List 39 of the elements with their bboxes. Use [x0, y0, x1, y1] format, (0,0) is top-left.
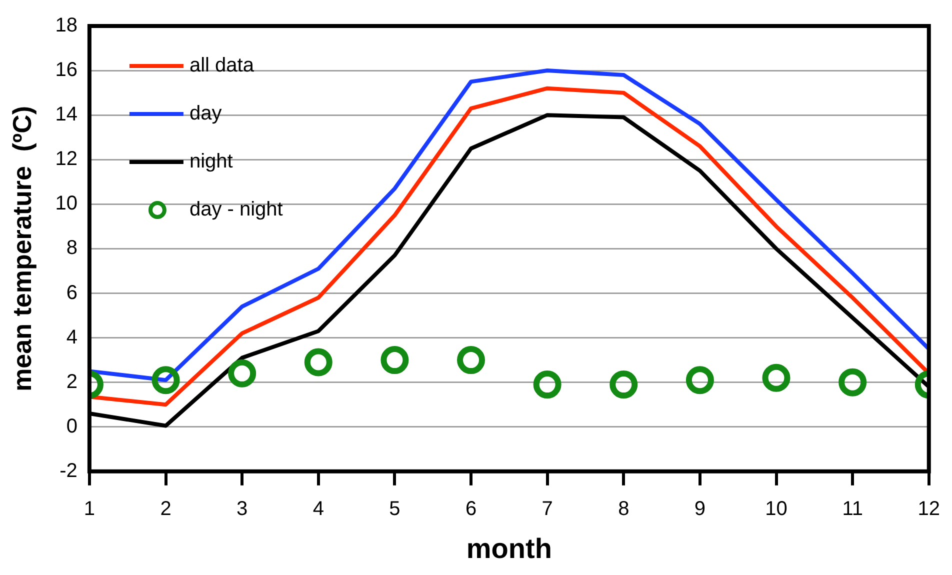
x-tick-label: 5 — [389, 498, 400, 520]
legend-label: day — [189, 102, 222, 125]
point — [610, 370, 638, 399]
x-tick-label: 1 — [84, 498, 96, 520]
x-tick-label: 2 — [160, 498, 172, 520]
point — [304, 348, 332, 376]
y-tick-label: 4 — [66, 326, 78, 348]
y-tick-label: 8 — [66, 237, 78, 260]
y-tick-label: 16 — [55, 59, 78, 82]
x-tick-label: 7 — [542, 498, 553, 520]
y-tick-label: 12 — [55, 148, 78, 170]
x-tick-label: 6 — [465, 498, 477, 520]
point — [380, 346, 409, 374]
legend-label: day - night — [189, 198, 284, 221]
y-tick-label: 0 — [66, 415, 78, 438]
point — [457, 346, 486, 374]
x-tick-label: 8 — [618, 498, 630, 520]
point — [152, 366, 180, 394]
y-tick-label: 6 — [66, 282, 78, 304]
point — [533, 370, 562, 399]
y-tick-label: 18 — [55, 14, 78, 37]
y-tick-label: 14 — [55, 104, 78, 126]
x-tick-label: 11 — [842, 498, 863, 520]
y-tick-label: -2 — [60, 460, 78, 482]
point — [228, 359, 256, 388]
legend-label: night — [189, 150, 234, 173]
x-tick-label: 10 — [765, 498, 788, 520]
point — [762, 364, 790, 392]
x-tick-label: 4 — [312, 498, 324, 520]
point — [838, 368, 867, 396]
x-tick-label: 3 — [236, 498, 248, 520]
y-axis-title: mean temperature (ºC) — [6, 106, 37, 392]
y-tick-label: 10 — [55, 192, 78, 215]
x-tick-label: 12 — [918, 498, 940, 520]
point — [686, 366, 714, 394]
legend-label: all data — [189, 54, 255, 77]
x-axis-title: month — [466, 532, 552, 564]
x-tick-label: 9 — [694, 498, 706, 520]
y-tick-label: 2 — [66, 370, 78, 393]
